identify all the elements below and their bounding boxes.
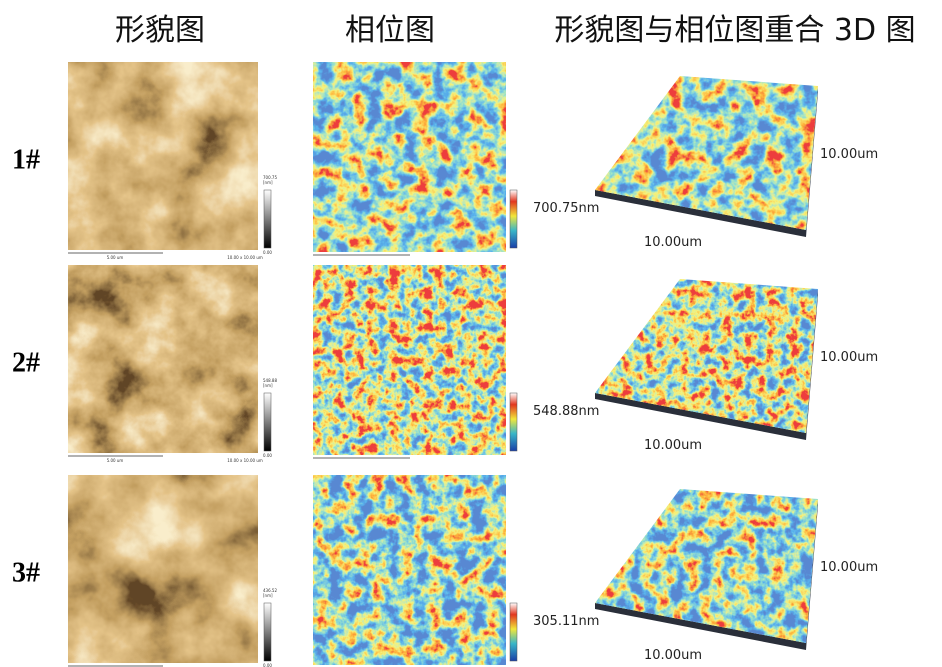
row-label: 2# [12, 347, 40, 378]
scale-bar-label: 5.00 um [107, 255, 124, 260]
phase-image [313, 475, 506, 665]
axis-label: 10.00um [820, 350, 878, 365]
axis-label: 10.00um [820, 560, 878, 575]
scan-size: 10.00 x 10.00 um [227, 255, 263, 260]
topography-image [68, 62, 258, 250]
scan-size: 10.00 x 10.00 um [227, 458, 263, 463]
colorbar [264, 393, 271, 451]
phase-image [313, 62, 506, 252]
column-header: 形貌图 [115, 13, 205, 48]
topography-image [68, 475, 258, 663]
colorbar [264, 603, 271, 661]
height-label: 548.88nm [533, 404, 599, 419]
colorbar [510, 393, 517, 451]
axis-label: 10.00um [820, 147, 878, 162]
colorbar [510, 603, 517, 661]
figure: 形貌图 相位图 形貌图与相位图重合 3D 图 1# 5.00 um 10.00 x … [0, 0, 942, 667]
colorbar-unit: [nm] [263, 383, 273, 388]
column-header: 相位图 [345, 13, 435, 48]
colorbar [264, 190, 271, 248]
axis-label: 10.00um [644, 648, 702, 663]
row-label: 3# [12, 557, 40, 588]
colorbar-min: 0.00 [263, 250, 272, 255]
axis-label: 10.00um [644, 438, 702, 453]
colorbar-unit: [nm] [263, 593, 273, 598]
row-label: 1# [12, 144, 40, 175]
colorbar [510, 190, 517, 248]
height-label: 305.11nm [533, 614, 599, 629]
height-label: 700.75nm [533, 201, 599, 216]
topography-image [68, 265, 258, 453]
colorbar-min: 0.00 [263, 663, 272, 667]
scale-bar-label: 5.00 um [107, 458, 124, 463]
axis-label: 10.00um [644, 235, 702, 250]
column-header: 形貌图与相位图重合 3D 图 [554, 13, 915, 48]
phase-image [313, 265, 506, 455]
colorbar-min: 0.00 [263, 453, 272, 458]
colorbar-unit: [nm] [263, 180, 273, 185]
